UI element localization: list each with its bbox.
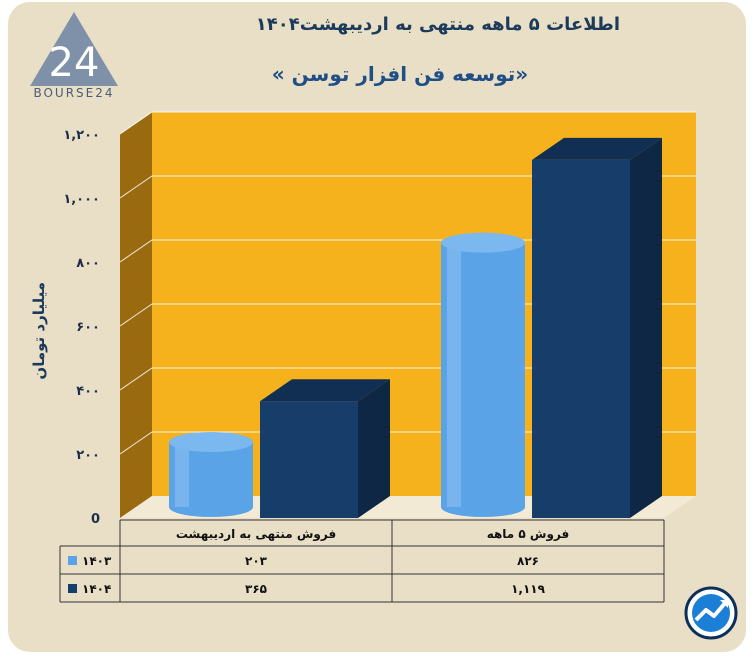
y-tick-label: ۸۰۰ xyxy=(76,256,100,271)
chart-subtitle: «توسعه فن افزار توسن » xyxy=(271,62,529,86)
y-tick-label: ۴۰۰ xyxy=(76,384,100,399)
bars xyxy=(169,137,662,519)
bar-1403-top xyxy=(441,232,525,253)
logo-text: BOURSE24 xyxy=(33,86,115,100)
logo-mark: 24 xyxy=(49,40,100,86)
legend-swatch xyxy=(68,584,77,593)
y-tick-labels: 0 ۲۰۰ ۴۰۰ ۶۰۰ ۸۰۰ ۱,۰۰۰ ۱,۲۰۰ xyxy=(63,128,100,527)
data-label: ۲۰۳ xyxy=(245,554,268,568)
legend-swatch xyxy=(68,556,77,565)
trend-badge-icon xyxy=(684,586,738,640)
bar-1404-side xyxy=(630,137,662,519)
data-label: ۳۶۵ xyxy=(245,582,267,596)
data-table: فروش منتهی به اردیبهشت فروش ۵ ماهه ۱۴۰۳ ۲۰۳… xyxy=(59,519,665,603)
data-label: ۱,۱۱۹ xyxy=(511,582,546,596)
y-tick-label: ۲۰۰ xyxy=(76,448,100,463)
data-label: ۸۲۶ xyxy=(517,554,539,568)
bar-1404 xyxy=(532,159,630,519)
bar-1403-highlight xyxy=(175,442,189,507)
y-tick-label: ۶۰۰ xyxy=(76,320,100,335)
chart-title: اطلاعات ۵ ماهه منتهی به اردیبهشت۱۴۰۴ xyxy=(255,14,620,35)
bourse24-logo-icon: 24 xyxy=(30,12,118,86)
bar-1404 xyxy=(260,401,358,518)
grid-line xyxy=(119,111,696,135)
bar-1404-side xyxy=(358,379,390,518)
y-tick-label: ۱,۲۰۰ xyxy=(63,128,100,143)
y-tick-label: ۱,۰۰۰ xyxy=(63,192,100,207)
grid-line xyxy=(119,175,696,199)
bar-1404-top xyxy=(532,137,662,160)
category-label: فروش ۵ ماهه xyxy=(487,527,570,542)
bar-1403-highlight xyxy=(447,242,461,507)
y-tick-label: 0 xyxy=(91,512,100,527)
legend-label: ۱۴۰۴ xyxy=(82,582,111,596)
legend-label: ۱۴۰۳ xyxy=(82,554,112,568)
bar-1403 xyxy=(441,242,525,517)
bar-1404-top xyxy=(260,379,390,402)
bar-1403-top xyxy=(169,432,253,453)
category-label: فروش منتهی به اردیبهشت xyxy=(176,527,336,542)
bar-1403 xyxy=(169,442,253,517)
